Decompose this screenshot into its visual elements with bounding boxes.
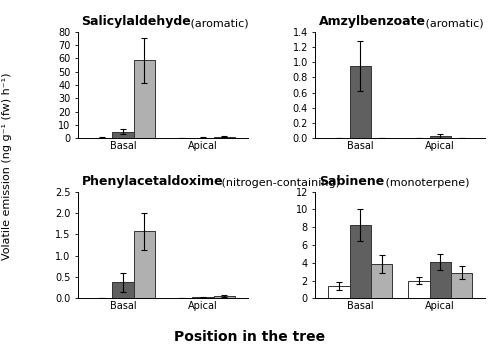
Text: (nitrogen-containing): (nitrogen-containing) xyxy=(218,178,340,188)
Bar xyxy=(112,132,134,138)
Text: Amzylbenzoate: Amzylbenzoate xyxy=(319,16,426,28)
Text: Volatile emission (ng g⁻¹ (fw) h⁻¹): Volatile emission (ng g⁻¹ (fw) h⁻¹) xyxy=(2,73,12,260)
Bar xyxy=(328,286,349,298)
Bar xyxy=(371,264,392,298)
Bar xyxy=(112,282,134,298)
Bar xyxy=(134,60,155,138)
Bar xyxy=(214,137,235,138)
Bar xyxy=(408,281,430,298)
Bar xyxy=(430,262,451,298)
Bar xyxy=(134,231,155,298)
Text: (aromatic): (aromatic) xyxy=(422,18,484,28)
Bar xyxy=(214,296,235,298)
Bar xyxy=(350,225,371,298)
Text: Position in the tree: Position in the tree xyxy=(174,330,326,344)
Bar xyxy=(350,66,371,138)
Bar xyxy=(430,136,451,138)
Bar xyxy=(192,297,214,298)
Text: Salicylaldehyde: Salicylaldehyde xyxy=(82,16,192,28)
Text: Phenylacetaldoxime: Phenylacetaldoxime xyxy=(82,176,223,188)
Text: (monoterpene): (monoterpene) xyxy=(382,178,469,188)
Text: Sabinene: Sabinene xyxy=(319,176,384,188)
Text: (aromatic): (aromatic) xyxy=(187,18,249,28)
Bar xyxy=(451,273,472,298)
